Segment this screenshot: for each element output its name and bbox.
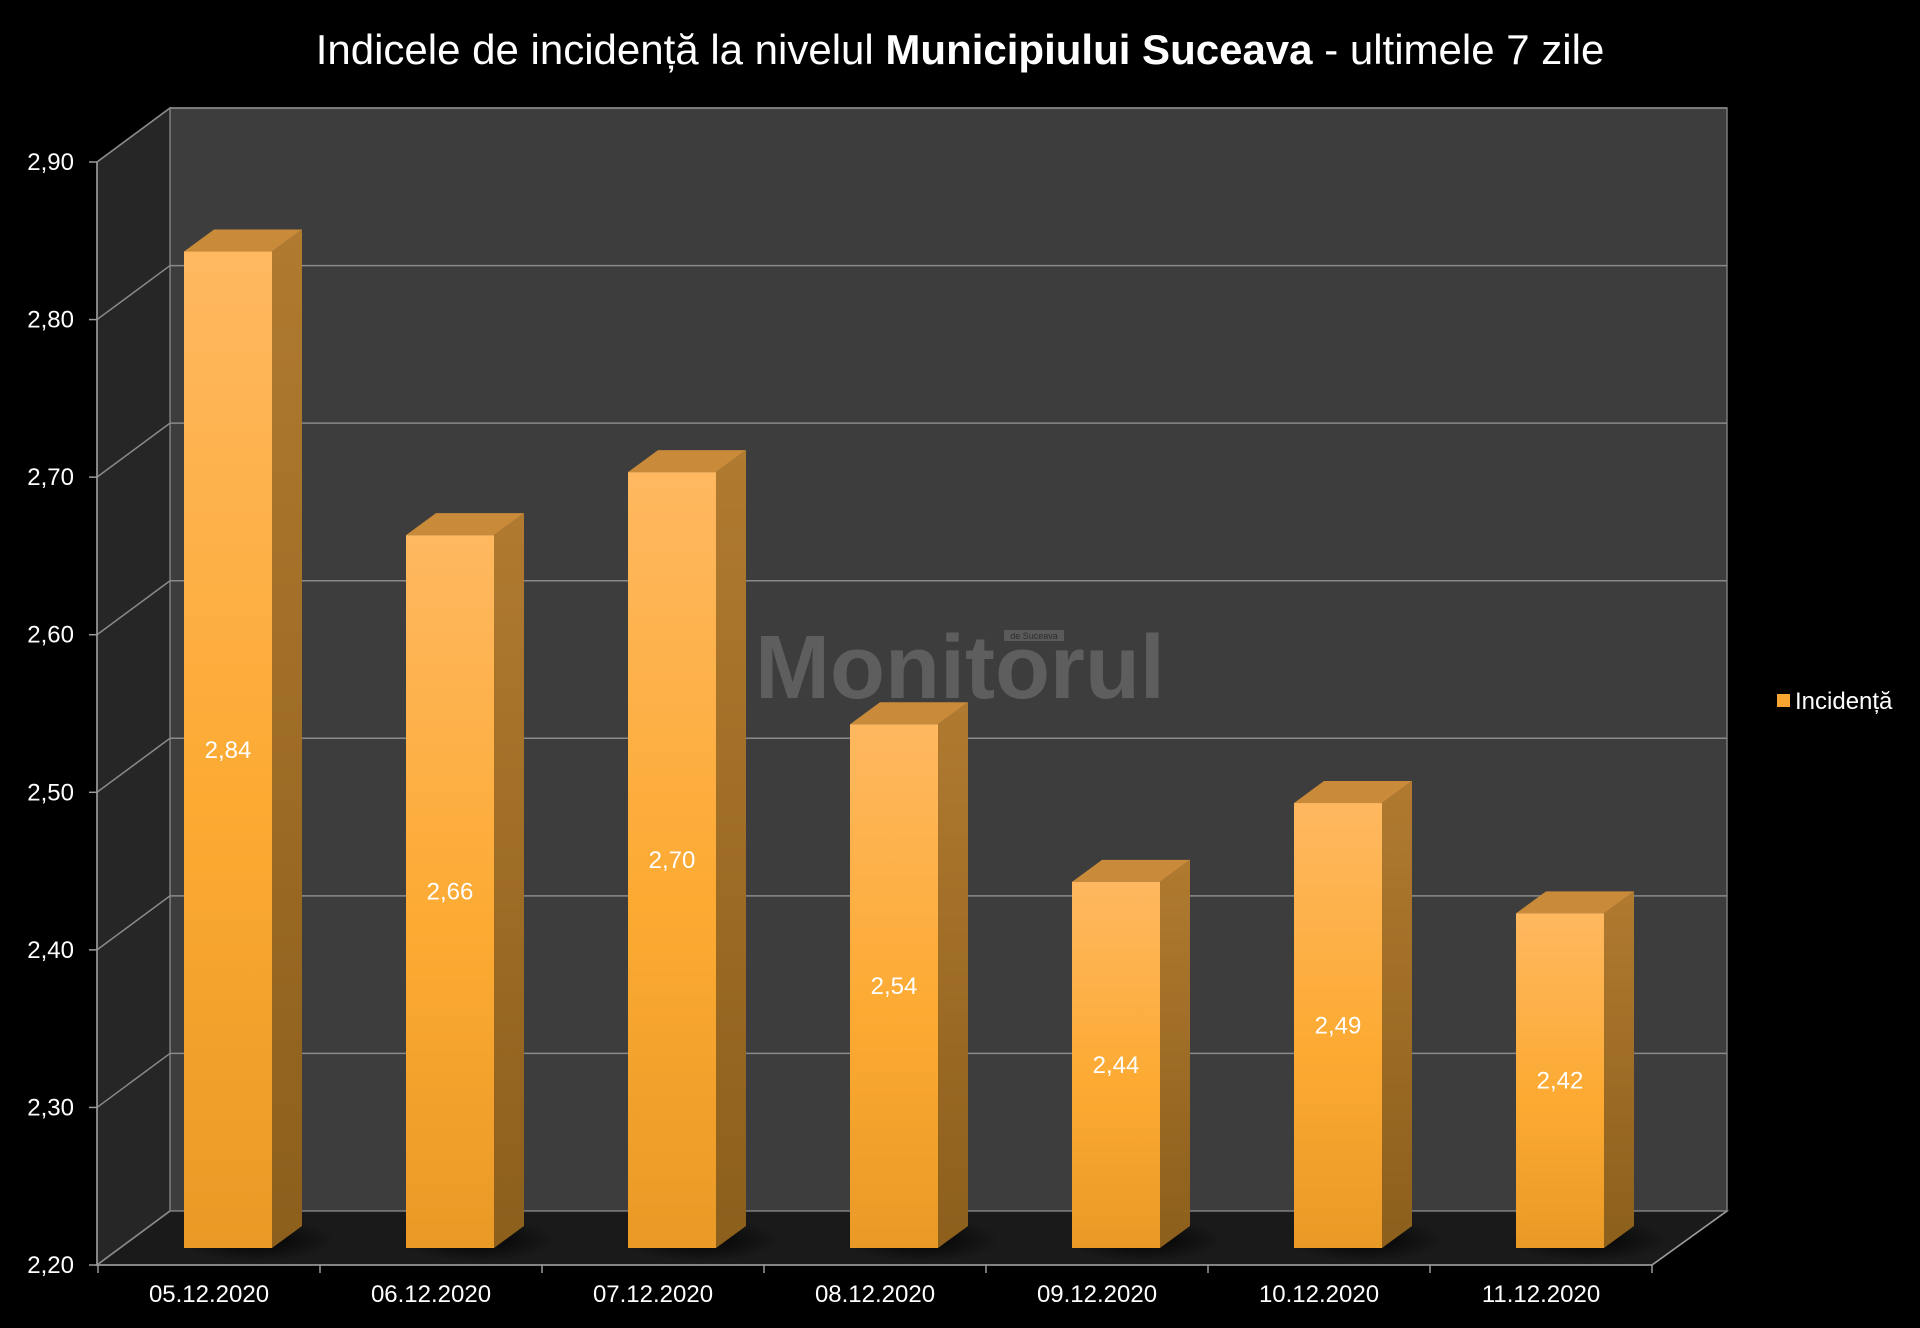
x-tick-label: 08.12.2020 [815,1281,935,1308]
bar [1072,881,1160,1248]
bar-data-label: 2,44 [1093,1052,1140,1079]
bar-data-label: 2,66 [427,879,474,906]
floor-edge [1651,1210,1728,1266]
grid-line-side [96,737,171,793]
bar-side [494,513,524,1248]
watermark-tag [1004,630,1064,641]
bars: 2,84 2,66 2,70 2,54 2,44 2,49 2,42 [178,229,1666,1262]
grid-line-side [96,580,171,636]
x-tick-label: 06.12.2020 [371,1281,491,1308]
grid-line-side [96,422,171,478]
watermark-logo: Monitorul [755,618,1165,718]
y-tick-label: 2,40 [27,937,74,964]
x-tick-label: 09.12.2020 [1037,1281,1157,1308]
x-tick-label: 10.12.2020 [1259,1281,1379,1308]
y-tick-label: 2,30 [27,1094,74,1121]
bar-side [716,450,746,1249]
bar-top [850,702,968,725]
bar [628,472,716,1249]
side-wall [96,106,171,1267]
legend: Incidență [1777,688,1893,715]
bar-top [1072,859,1190,882]
grid-line-side [96,264,171,321]
bar-data-label: 2,70 [649,847,696,874]
legend-swatch [1777,694,1790,707]
bar [184,251,272,1249]
grid-line-side [96,1052,171,1109]
bar [850,724,938,1248]
x-axis: 05.12.2020 06.12.2020 07.12.2020 08.12.2020… [97,1210,1728,1308]
bar-top [406,513,524,536]
y-tick-label: 2,90 [27,149,74,176]
y-tick-label: 2,20 [27,1252,74,1279]
bar [1294,803,1382,1248]
bar-data-label: 2,54 [871,973,918,1000]
bar-side [938,702,968,1248]
legend-label: Incidență [1795,688,1893,715]
y-tick-label: 2,60 [27,622,74,649]
bar-top [628,450,746,473]
bar-side [1382,781,1412,1248]
bar-side [272,229,302,1249]
y-axis: 2,20 2,30 2,40 2,50 2,60 2,70 2,80 2,90 [27,149,98,1279]
grid-line-side [96,107,171,163]
bar-side [1160,859,1190,1248]
chart-title: Indicele de incidență la nivelul Municip… [0,26,1920,74]
bar-data-label: 2,49 [1315,1013,1362,1040]
x-tick-label: 11.12.2020 [1482,1281,1600,1308]
bar-side [1604,891,1634,1248]
bar-top [1294,781,1412,804]
grid-line-side [96,1210,171,1266]
bar-data-label: 2,42 [1537,1068,1584,1095]
bar [1516,913,1604,1248]
bar-top [184,229,302,252]
grid-line-side [96,895,171,951]
y-tick-label: 2,80 [27,307,74,334]
bar-data-label: 2,84 [205,737,252,764]
watermark-small-text: de Suceava [1010,631,1058,641]
chart-title-part3: - ultimele 7 zile [1312,26,1605,73]
bar [406,535,494,1248]
chart-title-part2: Municipiului Suceava [885,26,1313,73]
y-tick-label: 2,70 [27,464,74,491]
x-tick-label: 05.12.2020 [149,1281,269,1308]
x-tick-label: 07.12.2020 [593,1281,713,1308]
bar-top [1516,891,1634,914]
chart-title-part1: Indicele de incidență la nivelul [315,26,886,73]
y-tick-label: 2,50 [27,779,74,806]
